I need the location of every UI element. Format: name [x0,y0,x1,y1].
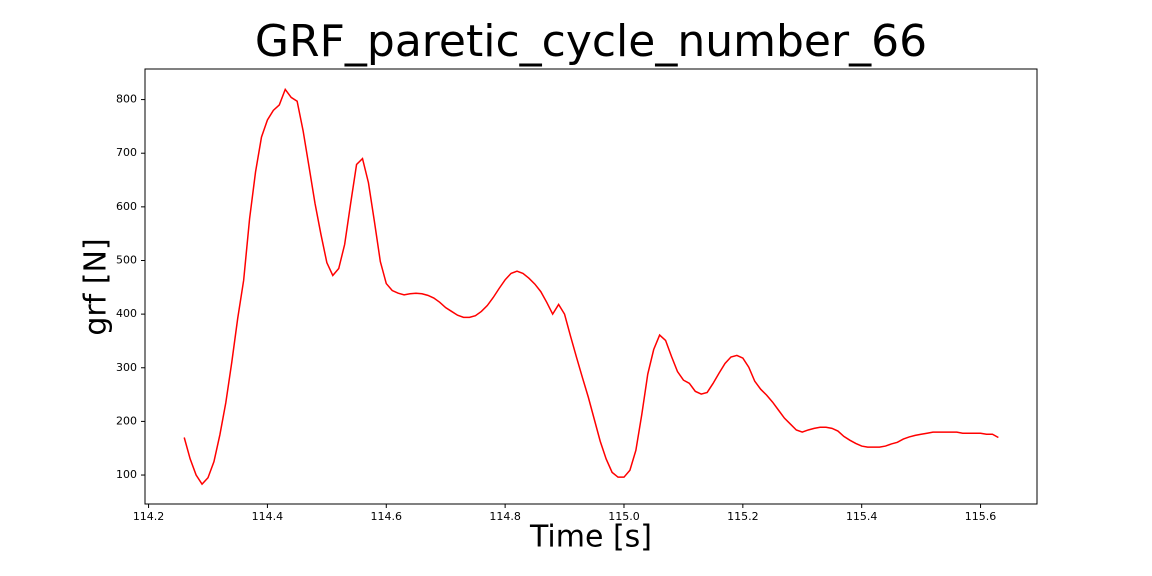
y-axis-label: grf [N] [79,238,114,335]
chart-title: GRF_paretic_cycle_number_66 [255,16,927,67]
y-tick-label: 700 [116,146,137,159]
x-tick-label: 114.6 [371,510,403,523]
y-tick-label: 800 [116,93,137,106]
x-tick-label: 114.2 [133,510,165,523]
x-tick-label: 115.6 [965,510,997,523]
y-tick-label: 600 [116,200,137,213]
x-axis-label: Time [s] [529,520,652,555]
y-tick-label: 500 [116,253,137,266]
data-line [183,87,999,486]
y-tick-label: 300 [116,361,137,374]
x-tick-label: 114.4 [252,510,284,523]
x-tick-label: 115.0 [608,510,640,523]
y-tick-label: 200 [116,414,137,427]
y-tick-label: 400 [116,307,137,320]
plot-frame [144,68,1038,505]
x-tick-label: 114.8 [489,510,521,523]
y-tick-label: 100 [116,468,137,481]
x-tick-label: 115.2 [727,510,759,523]
x-tick-label: 115.4 [846,510,878,523]
